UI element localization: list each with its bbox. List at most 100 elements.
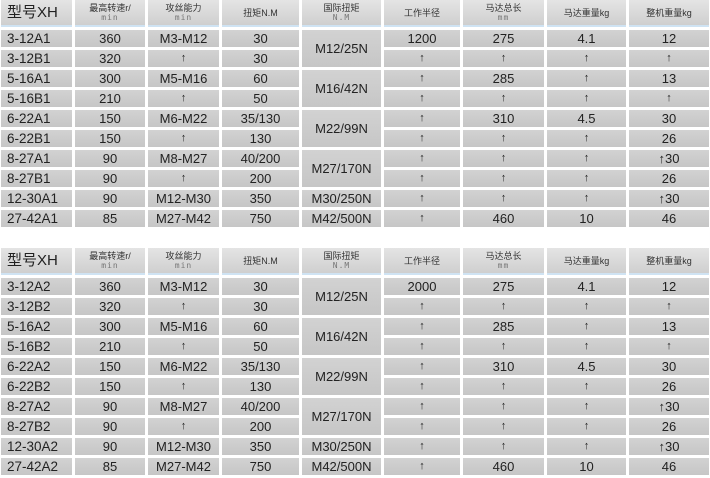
header-model: 型号XH bbox=[1, 248, 72, 275]
cell-torque: 30 bbox=[222, 278, 299, 295]
header-motor-weight: 马达重量kg bbox=[547, 248, 626, 275]
cell-model: 12-30A2 bbox=[1, 438, 72, 455]
header-label: 马达重量kg bbox=[563, 255, 610, 266]
cell-intl-torque: M30/250N bbox=[302, 438, 381, 455]
header-label: 型号XH bbox=[7, 3, 58, 21]
header-unit: min bbox=[174, 260, 193, 270]
cell-max-speed: 90 bbox=[75, 170, 145, 187]
cell-motor-weight: ↑ bbox=[547, 398, 626, 415]
cell-tapping-capacity: M8-M27 bbox=[148, 398, 219, 415]
cell-torque: 350 bbox=[222, 190, 299, 207]
cell-total-weight: 46 bbox=[629, 210, 709, 227]
cell-model: 5-16B2 bbox=[1, 338, 72, 355]
cell-max-speed: 300 bbox=[75, 70, 145, 87]
cell-motor-weight: ↑ bbox=[547, 338, 626, 355]
cell-tapping-capacity: ↑ bbox=[148, 418, 219, 435]
cell-motor-length: ↑ bbox=[463, 438, 544, 455]
table-row: 6-22A1 150 M6-M22 35/130 M22/99N ↑ 310 4.5 30 bbox=[1, 110, 709, 147]
cell-torque: 35/130 bbox=[222, 110, 299, 127]
cell-intl-torque: M22/99N bbox=[302, 110, 381, 147]
header-total-weight: 整机重量kg bbox=[629, 0, 709, 27]
cell-model: 12-30A1 bbox=[1, 190, 72, 207]
cell-motor-length: ↑ bbox=[463, 190, 544, 207]
header-label: 最高转速r/ bbox=[89, 2, 131, 13]
cell-max-speed: 150 bbox=[75, 358, 145, 375]
cell-max-speed: 210 bbox=[75, 338, 145, 355]
table-row: 5-16A1 300 M5-M16 60 M16/42N ↑ 285 ↑ 13 bbox=[1, 70, 709, 107]
cell-model: 8-27B1 bbox=[1, 170, 72, 187]
cell-motor-weight: ↑ bbox=[547, 378, 626, 395]
table-row: 3-12A1 360 M3-M12 30 M12/25N 1200 275 4.1 12 bbox=[1, 30, 709, 67]
cell-motor-length: 460 bbox=[463, 458, 544, 475]
cell-total-weight: 13 bbox=[629, 70, 709, 87]
cell-model: 27-42A2 bbox=[1, 458, 72, 475]
cell-tapping-capacity: M12-M30 bbox=[148, 190, 219, 207]
header-max-speed: 最高转速r/min bbox=[75, 0, 145, 27]
cell-tapping-capacity: ↑ bbox=[148, 338, 219, 355]
cell-tapping-capacity: ↑ bbox=[148, 90, 219, 107]
table-row: 8-27B2 90 ↑ 200 ↑ ↑ ↑ 26 bbox=[1, 418, 709, 435]
cell-working-radius: ↑ bbox=[384, 90, 460, 107]
cell-motor-length: 285 bbox=[463, 70, 544, 87]
cell-torque: 350 bbox=[222, 438, 299, 455]
cell-tapping-capacity: M3-M12 bbox=[148, 30, 219, 47]
cell-max-speed: 150 bbox=[75, 130, 145, 147]
header-label: 攻丝能力 bbox=[165, 2, 202, 13]
cell-total-weight: 12 bbox=[629, 278, 709, 295]
cell-working-radius: ↑ bbox=[384, 50, 460, 67]
cell-total-weight: 26 bbox=[629, 418, 709, 435]
cell-torque: 35/130 bbox=[222, 358, 299, 375]
cell-max-speed: 320 bbox=[75, 50, 145, 67]
header-max-speed: 最高转速r/min bbox=[75, 248, 145, 275]
cell-max-speed: 150 bbox=[75, 378, 145, 395]
header-torque: 扭矩N.M bbox=[222, 248, 299, 275]
cell-intl-torque: M12/25N bbox=[302, 30, 381, 67]
spec-table-2: 型号XH 最高转速r/min 攻丝能力 min 扭矩N.M 国际扭矩 N.M 工作半径 马达总长… bbox=[0, 245, 710, 478]
cell-total-weight: ↑30 bbox=[629, 398, 709, 415]
cell-working-radius: 1200 bbox=[384, 30, 460, 47]
cell-total-weight: ↑30 bbox=[629, 438, 709, 455]
cell-motor-weight: 4.1 bbox=[547, 278, 626, 295]
cell-model: 6-22A1 bbox=[1, 110, 72, 127]
cell-max-speed: 210 bbox=[75, 90, 145, 107]
table-row: 5-16B2 210 ↑ 50 ↑ ↑ ↑ ↑ bbox=[1, 338, 709, 355]
table-row: 6-22A2 150 M6-M22 35/130 M22/99N ↑ 310 4.5 30 bbox=[1, 358, 709, 395]
cell-total-weight: 12 bbox=[629, 30, 709, 47]
cell-working-radius: ↑ bbox=[384, 170, 460, 187]
cell-intl-torque: M16/42N bbox=[302, 318, 381, 355]
cell-torque: 130 bbox=[222, 130, 299, 147]
cell-tapping-capacity: ↑ bbox=[148, 298, 219, 315]
table-row: 27-42A2 85 M27-M42 750 M42/500N ↑ 460 10 46 bbox=[1, 458, 709, 475]
cell-torque: 750 bbox=[222, 458, 299, 475]
cell-model: 5-16B1 bbox=[1, 90, 72, 107]
cell-model: 8-27A1 bbox=[1, 150, 72, 167]
cell-working-radius: ↑ bbox=[384, 150, 460, 167]
header-unit: N.M bbox=[332, 12, 351, 22]
header-unit: mm bbox=[497, 12, 510, 22]
cell-max-speed: 360 bbox=[75, 278, 145, 295]
cell-total-weight: ↑ bbox=[629, 338, 709, 355]
cell-working-radius: ↑ bbox=[384, 398, 460, 415]
cell-model: 27-42A1 bbox=[1, 210, 72, 227]
cell-torque: 60 bbox=[222, 70, 299, 87]
table-row: 3-12B1 320 ↑ 30 ↑ ↑ ↑ ↑ bbox=[1, 50, 709, 67]
cell-motor-weight: 4.1 bbox=[547, 30, 626, 47]
cell-motor-length: ↑ bbox=[463, 50, 544, 67]
header-label: 马达总长 bbox=[485, 250, 522, 261]
table-row: 6-22B2 150 ↑ 130 ↑ ↑ ↑ 26 bbox=[1, 378, 709, 395]
cell-working-radius: ↑ bbox=[384, 438, 460, 455]
cell-motor-length: ↑ bbox=[463, 398, 544, 415]
header-total-weight: 整机重量kg bbox=[629, 248, 709, 275]
cell-motor-length: 275 bbox=[463, 30, 544, 47]
cell-max-speed: 90 bbox=[75, 190, 145, 207]
header-label: 马达重量kg bbox=[563, 7, 610, 18]
cell-max-speed: 300 bbox=[75, 318, 145, 335]
table-row: 8-27A1 90 M8-M27 40/200 M27/170N ↑ ↑ ↑ ↑30 bbox=[1, 150, 709, 187]
cell-max-speed: 360 bbox=[75, 30, 145, 47]
cell-tapping-capacity: ↑ bbox=[148, 50, 219, 67]
cell-motor-length: 285 bbox=[463, 318, 544, 335]
cell-working-radius: ↑ bbox=[384, 110, 460, 127]
cell-motor-weight: 4.5 bbox=[547, 358, 626, 375]
cell-max-speed: 90 bbox=[75, 438, 145, 455]
cell-intl-torque: M27/170N bbox=[302, 150, 381, 187]
